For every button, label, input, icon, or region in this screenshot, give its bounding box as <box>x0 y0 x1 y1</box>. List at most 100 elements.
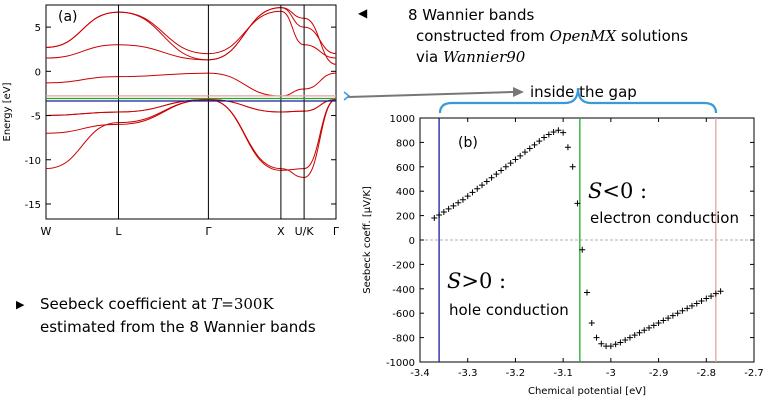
energy-tick-label: -10 <box>25 156 41 167</box>
hole-annotation-symbol: S>0 : <box>447 269 506 293</box>
seebeck-point <box>436 211 443 218</box>
seebeck-point <box>607 343 614 350</box>
seebeck-point <box>684 305 691 312</box>
seebeck-point <box>488 174 495 181</box>
seebeck-point <box>555 127 562 134</box>
wannier-note-line2: constructed from OpenMX solutions <box>416 27 689 45</box>
seebeck-point <box>445 205 452 212</box>
energy-ticks: 5 0 -5 -10 -15 <box>25 23 336 211</box>
seebeck-note-line2: estimated from the 8 Wannier bands <box>40 318 316 336</box>
hole-annotation-desc: hole conduction <box>449 301 569 319</box>
wannier-note-line1: 8 Wannier bands <box>408 6 535 24</box>
seebeck-point <box>479 182 486 189</box>
kpoint-label: X <box>277 225 285 238</box>
seebeck-point <box>526 145 533 152</box>
note-bullet-triangle-right: ▶ <box>16 298 25 311</box>
kpoint-label: Γ <box>205 225 212 238</box>
kpoint-label: L <box>115 225 122 238</box>
seebeck-point <box>550 129 557 136</box>
kpoint-lines <box>118 5 305 219</box>
seebeck-point <box>660 317 667 324</box>
gap-arrow-head <box>513 87 524 97</box>
y-tick-label: 800 <box>396 138 415 149</box>
y-tick-label: 0 <box>409 236 415 247</box>
seebeck-point <box>517 152 524 159</box>
x-tick-label: -2.8 <box>697 368 717 379</box>
x-tick-label: -3.3 <box>458 368 478 379</box>
gap-brace <box>438 87 718 114</box>
seebeck-point <box>679 307 686 314</box>
y-tick-label: -800 <box>392 334 415 345</box>
note-bullet-triangle: ◀ <box>358 6 368 20</box>
seebeck-point <box>541 134 548 141</box>
x-axis-label: Chemical potential [eV] <box>528 386 646 397</box>
seebeck-point <box>674 310 681 317</box>
seebeck-point <box>459 196 466 203</box>
energy-tick-label: 0 <box>35 67 41 78</box>
seebeck-point <box>493 171 500 178</box>
seebeck-point <box>626 334 633 341</box>
y-tick-label: 200 <box>396 212 415 223</box>
seebeck-point <box>531 141 538 148</box>
seebeck-point <box>512 156 519 163</box>
seebeck-point <box>569 163 576 170</box>
x-tick-label: -2.9 <box>649 368 669 379</box>
band-structure-chart: 5 0 -5 -10 -15 W L Γ X U/K Γ (a) Energy [eV] <box>2 4 340 238</box>
seebeck-point <box>598 340 605 347</box>
seebeck-note-line1: Seebeck coefficient at T=300K <box>40 295 274 313</box>
seebeck-point <box>631 332 638 339</box>
seebeck-point <box>612 341 619 348</box>
y-tick-label: -400 <box>392 285 415 296</box>
energy-axis-label: Energy [eV] <box>2 82 13 141</box>
chemical-potential-lines <box>46 95 336 102</box>
seebeck-point <box>431 215 438 222</box>
seebeck-point <box>708 293 715 300</box>
y-tick-label: -600 <box>392 309 415 320</box>
seebeck-point <box>521 149 528 156</box>
seebeck-point <box>560 129 567 136</box>
seebeck-point <box>450 202 457 209</box>
seebeck-points <box>431 127 724 350</box>
seebeck-point <box>536 138 543 145</box>
x-tick-label: -3.4 <box>410 368 430 379</box>
seebeck-point <box>545 131 552 138</box>
seebeck-point <box>464 193 471 200</box>
gap-annotation: inside the gap <box>343 83 718 114</box>
y-tick-label: -200 <box>392 260 415 271</box>
seebeck-point <box>650 322 657 329</box>
electron-annotation-desc: electron conduction <box>590 209 739 227</box>
seebeck-point <box>655 319 662 326</box>
gap-arrow-line <box>347 91 514 98</box>
seebeck-point <box>646 324 653 331</box>
seebeck-point <box>507 160 514 167</box>
electron-annotation-symbol: S<0 : <box>588 179 647 203</box>
x-tick-label: -3 <box>606 368 616 379</box>
x-tick-label: -2.7 <box>744 368 764 379</box>
seebeck-point <box>693 300 700 307</box>
y-tick-label: -1000 <box>386 358 415 369</box>
y-tick-label: 400 <box>396 187 415 198</box>
seebeck-point <box>474 185 481 192</box>
seebeck-point <box>455 199 462 206</box>
seebeck-point <box>564 144 571 151</box>
seebeck-chart: -3.4 -3.3 -3.2 -3.1 -3 -2.9 -2.8 -2.7 1000 800 600… <box>362 114 764 397</box>
seebeck-point <box>440 208 447 215</box>
y-tick-label: 600 <box>396 163 415 174</box>
seebeck-point <box>717 288 724 295</box>
seebeck-point <box>636 329 643 336</box>
seebeck-point <box>617 339 624 346</box>
gap-left-tick <box>343 91 351 101</box>
seebeck-point <box>622 337 629 344</box>
y-tick-label: 1000 <box>390 114 415 125</box>
kpoint-label: Γ <box>333 225 340 238</box>
y-axis-label: Seebeck coeff. [μV/K] <box>362 186 373 294</box>
seebeck-point <box>498 167 505 174</box>
seebeck-point <box>483 178 490 185</box>
seebeck-point <box>502 163 509 170</box>
seebeck-point <box>698 298 705 304</box>
seebeck-point <box>665 315 672 322</box>
seebeck-point <box>469 189 476 196</box>
seebeck-point <box>669 312 676 319</box>
kpoint-label: U/K <box>295 225 315 238</box>
wannier-note-line3: via Wannier90 <box>416 48 526 66</box>
